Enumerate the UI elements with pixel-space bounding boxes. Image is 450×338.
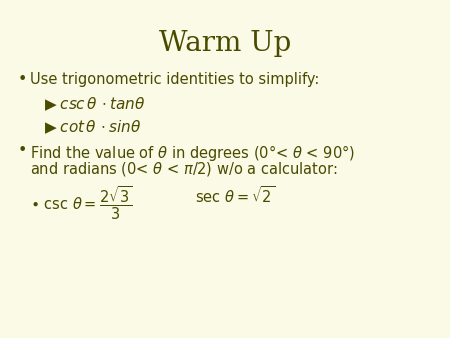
Text: Warm Up: Warm Up bbox=[159, 30, 291, 57]
Text: $\blacktriangleright$cot$\,\theta\,\cdot$sin$\theta$: $\blacktriangleright$cot$\,\theta\,\cdot… bbox=[42, 118, 141, 136]
Text: sec $\theta = \sqrt{2}$: sec $\theta = \sqrt{2}$ bbox=[195, 185, 275, 206]
Text: Use trigonometric identities to simplify:: Use trigonometric identities to simplify… bbox=[30, 72, 320, 87]
Text: Find the value of $\theta$ in degrees (0°< $\theta$ < 90°): Find the value of $\theta$ in degrees (0… bbox=[30, 143, 355, 163]
Text: and radians (0< $\theta$ < $\pi$/2) w/o a calculator:: and radians (0< $\theta$ < $\pi$/2) w/o … bbox=[30, 160, 338, 178]
Text: $\bullet$ csc $\theta = \dfrac{2\sqrt{3}}{3}$: $\bullet$ csc $\theta = \dfrac{2\sqrt{3}… bbox=[30, 185, 132, 222]
Text: •: • bbox=[18, 143, 27, 158]
Text: $\blacktriangleright$csc$\,\theta\,\cdot$tan$\theta$: $\blacktriangleright$csc$\,\theta\,\cdot… bbox=[42, 95, 145, 113]
Text: •: • bbox=[18, 72, 27, 87]
